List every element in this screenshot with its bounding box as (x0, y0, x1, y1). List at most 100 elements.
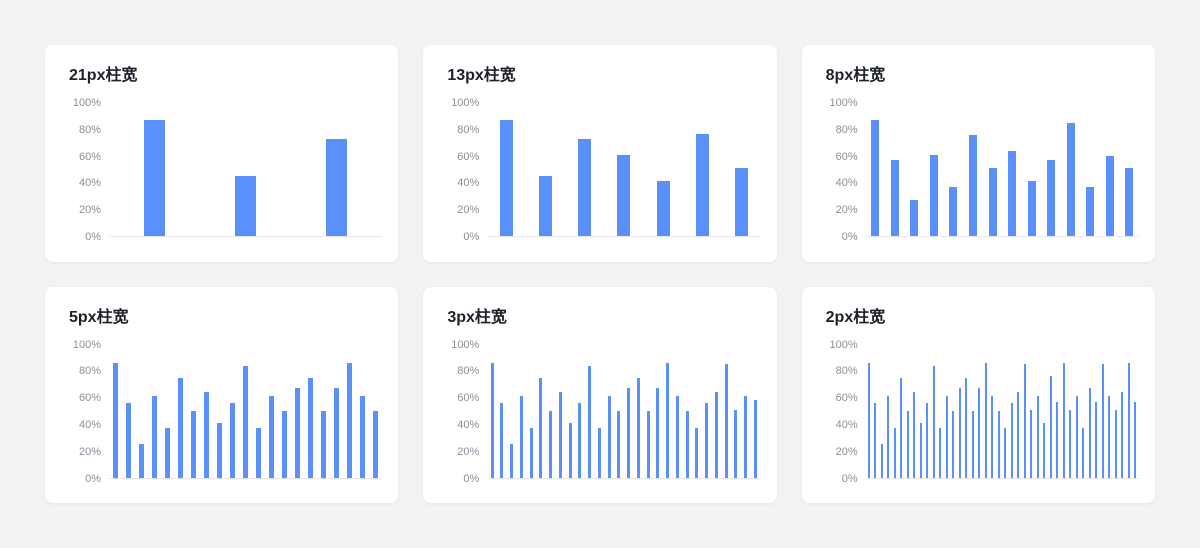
bar (500, 403, 504, 478)
bar (326, 138, 348, 236)
y-axis: 100% 80% 60% 40% 20% 0% (69, 97, 109, 243)
bar (334, 388, 340, 478)
bar (539, 176, 553, 236)
bar (1101, 364, 1104, 478)
bar (243, 365, 249, 478)
y-tick-label: 0% (85, 472, 101, 485)
y-tick-label: 0% (841, 231, 858, 243)
bar (144, 120, 166, 236)
bar (510, 444, 514, 478)
chart-title: 21px柱宽 (69, 67, 138, 84)
bar (971, 411, 974, 478)
y-tick-label: 20% (457, 445, 480, 458)
bar (519, 396, 523, 478)
plot-area (865, 345, 1139, 479)
bar (965, 377, 968, 478)
bar (490, 363, 494, 478)
bar (1095, 401, 1098, 478)
bar (282, 411, 288, 478)
bar (1125, 168, 1134, 236)
bar (867, 363, 870, 478)
bar (1008, 150, 1017, 236)
bar (373, 411, 379, 478)
y-tick-label: 40% (78, 418, 101, 431)
plot-area (487, 345, 761, 479)
y-tick-label: 80% (457, 365, 480, 378)
bar (906, 411, 909, 478)
bar (539, 377, 543, 478)
bar (871, 120, 880, 236)
y-tick-label: 20% (78, 204, 101, 217)
y-axis: 100% 80% 60% 40% 20% 0% (69, 339, 109, 485)
bar (724, 364, 728, 478)
bar (997, 411, 1000, 478)
y-axis: 100% 80% 60% 40% 20% 0% (447, 97, 487, 243)
bar (949, 186, 958, 236)
bar (646, 411, 650, 478)
bar (984, 363, 987, 478)
y-tick-label: 0% (463, 472, 480, 485)
bar (893, 428, 896, 478)
bar (1082, 428, 1085, 478)
bar (607, 396, 611, 478)
chart-card: 13px柱宽 100% 80% 60% 40% 20% 0% (423, 45, 777, 262)
bar (880, 444, 883, 478)
bar-chart: 100% 80% 60% 40% 20% 0% (69, 97, 383, 243)
y-tick-label: 80% (78, 365, 101, 378)
bar-chart: 100% 80% 60% 40% 20% 0% (447, 97, 761, 243)
chart-card: 3px柱宽 100% 80% 60% 40% 20% 0% (423, 286, 777, 503)
y-axis: 100% 80% 60% 40% 20% 0% (826, 339, 866, 485)
bar (1121, 392, 1124, 478)
bar (685, 411, 689, 478)
y-tick-label: 0% (463, 231, 480, 243)
y-tick-label: 80% (78, 123, 101, 136)
y-tick-label: 40% (457, 418, 480, 431)
bar (126, 403, 132, 478)
bar (1049, 376, 1052, 478)
bar (1075, 396, 1078, 478)
chart-title: 8px柱宽 (825, 67, 886, 84)
bar (204, 392, 210, 478)
bar (178, 377, 184, 478)
bar (636, 377, 640, 478)
bar (1056, 401, 1059, 478)
bar (932, 365, 935, 478)
bar (321, 411, 327, 478)
y-tick-label: 100% (451, 97, 480, 109)
bar (1127, 363, 1130, 478)
bar (165, 428, 171, 478)
bar (269, 396, 275, 478)
y-tick-label: 100% (829, 97, 858, 109)
bar (1010, 403, 1013, 478)
bar (235, 176, 257, 236)
chart-card: 8px柱宽 100% 80% 60% 40% 20% 0% (801, 45, 1155, 262)
bar (617, 154, 631, 236)
bar (152, 396, 158, 478)
bar (1114, 409, 1117, 478)
bar (900, 377, 903, 478)
bar (1027, 181, 1036, 236)
plot-area (109, 345, 383, 479)
bar (666, 363, 670, 478)
y-tick-label: 100% (72, 338, 101, 351)
bar (1088, 388, 1091, 478)
y-tick-label: 60% (457, 150, 480, 163)
bar (988, 168, 997, 236)
plot-area (487, 103, 761, 237)
bar (714, 392, 718, 478)
bar (705, 403, 709, 478)
bar (627, 388, 631, 478)
bar (910, 200, 919, 236)
bar (929, 154, 938, 236)
bar (656, 181, 670, 236)
bar (578, 403, 582, 478)
bar (1030, 409, 1033, 478)
bar (753, 400, 757, 478)
y-tick-label: 20% (835, 204, 858, 217)
bar (1062, 363, 1065, 478)
bar (939, 428, 942, 478)
bar-chart: 100% 80% 60% 40% 20% 0% (447, 339, 761, 485)
chart-card: 5px柱宽 100% 80% 60% 40% 20% 0% (45, 286, 399, 503)
y-tick-label: 0% (841, 472, 858, 485)
